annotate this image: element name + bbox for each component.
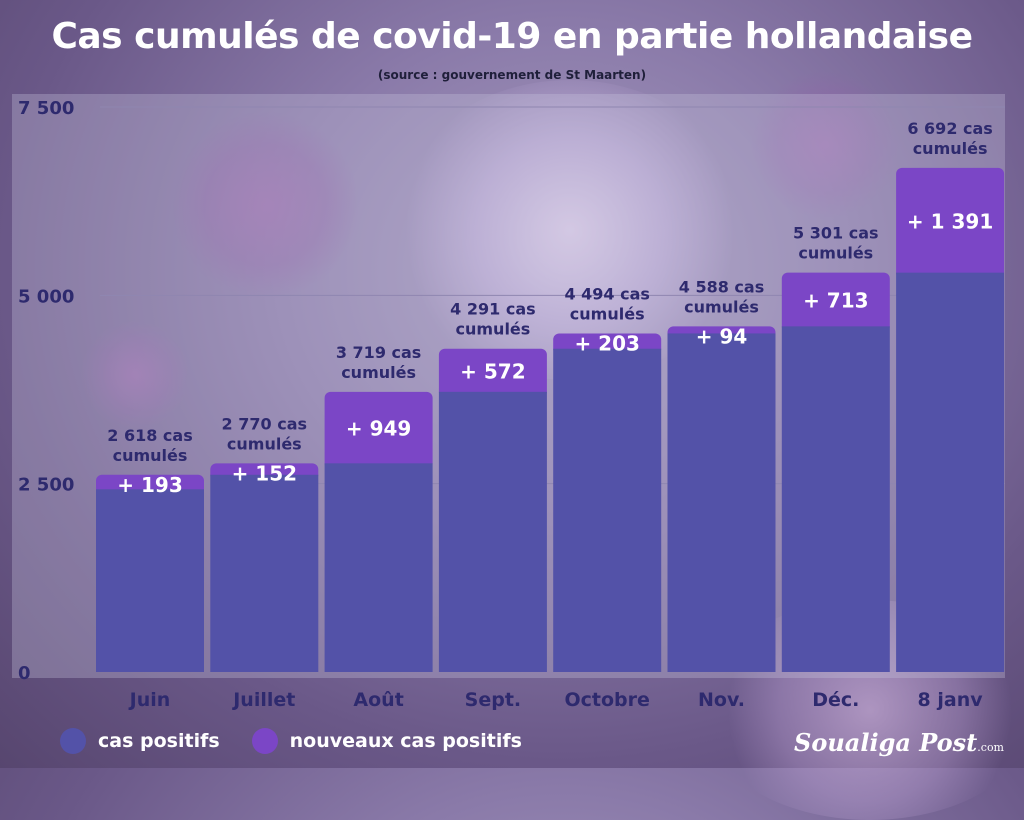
increment-label: + 713	[803, 289, 868, 313]
total-label: 6 692 cas	[907, 119, 992, 138]
total-label: 4 494 cas	[564, 284, 649, 303]
brand-logo: Soualiga Post.com	[794, 728, 1004, 757]
legend-label: nouveaux cas positifs	[289, 730, 522, 752]
total-label: cumulés	[113, 446, 188, 465]
brand-name: Soualiga Post	[794, 728, 978, 757]
chart-subtitle: (source : gouvernement de St Maarten)	[377, 68, 647, 82]
total-label: 4 588 cas	[679, 277, 764, 296]
total-label: cumulés	[227, 434, 302, 453]
x-tick-label: Juin	[128, 689, 171, 711]
total-label: cumulés	[684, 297, 759, 316]
y-tick-label: 2 500	[18, 475, 74, 496]
total-label: cumulés	[913, 139, 988, 158]
legend-label: cas positifs	[98, 730, 220, 752]
increment-label: + 193	[117, 473, 182, 497]
total-label: cumulés	[341, 363, 416, 382]
legend-item-cas-positifs: cas positifs	[60, 728, 220, 754]
total-label: cumulés	[570, 304, 645, 323]
x-tick-label: Sept.	[465, 689, 521, 711]
total-label: cumulés	[798, 244, 873, 263]
y-tick-label: 0	[18, 663, 31, 684]
bar-new-cases	[896, 167, 1005, 279]
total-label: cumulés	[456, 320, 531, 339]
bar-positive-cases	[438, 391, 547, 672]
bar-new-cases	[781, 272, 890, 333]
brand-suffix: .com	[977, 741, 1004, 754]
bar-positive-cases	[667, 333, 776, 672]
increment-label: + 1 391	[907, 209, 993, 233]
increment-label: + 949	[346, 417, 411, 441]
y-tick-label: 5 000	[18, 286, 74, 307]
x-tick-label: Octobre	[564, 689, 649, 711]
bar-positive-cases	[96, 489, 204, 672]
bar-positive-cases	[324, 463, 433, 672]
bar-new-cases	[438, 348, 547, 398]
bar-positive-cases	[553, 348, 662, 672]
total-label: 2 618 cas	[107, 426, 192, 445]
increment-label: + 94	[696, 324, 748, 348]
legend-swatch	[60, 728, 86, 754]
x-tick-label: Déc.	[812, 689, 859, 711]
x-tick-label: Juillet	[231, 689, 295, 711]
increment-label: + 152	[232, 461, 297, 485]
x-tick-label: Août	[353, 689, 403, 711]
increment-label: + 203	[574, 331, 639, 355]
bar-positive-cases	[896, 272, 1005, 672]
y-tick-label: 7 500	[18, 98, 74, 119]
total-label: 5 301 cas	[793, 224, 878, 243]
chart-title: Cas cumulés de covid-19 en partie hollan…	[51, 16, 973, 57]
total-label: 4 291 cas	[450, 300, 535, 319]
increment-label: + 572	[460, 359, 525, 383]
total-label: 3 719 cas	[336, 343, 421, 362]
bar-new-cases	[324, 391, 433, 470]
legend: cas positifs nouveaux cas positifs	[60, 728, 554, 754]
x-tick-label: Nov.	[698, 689, 745, 711]
x-tick-label: 8 janv	[918, 689, 984, 711]
bar-positive-cases	[781, 326, 890, 672]
bar-positive-cases	[210, 474, 319, 672]
legend-item-nouveaux-cas: nouveaux cas positifs	[251, 728, 522, 754]
legend-swatch	[251, 728, 278, 754]
total-label: 2 770 cas	[222, 414, 307, 433]
